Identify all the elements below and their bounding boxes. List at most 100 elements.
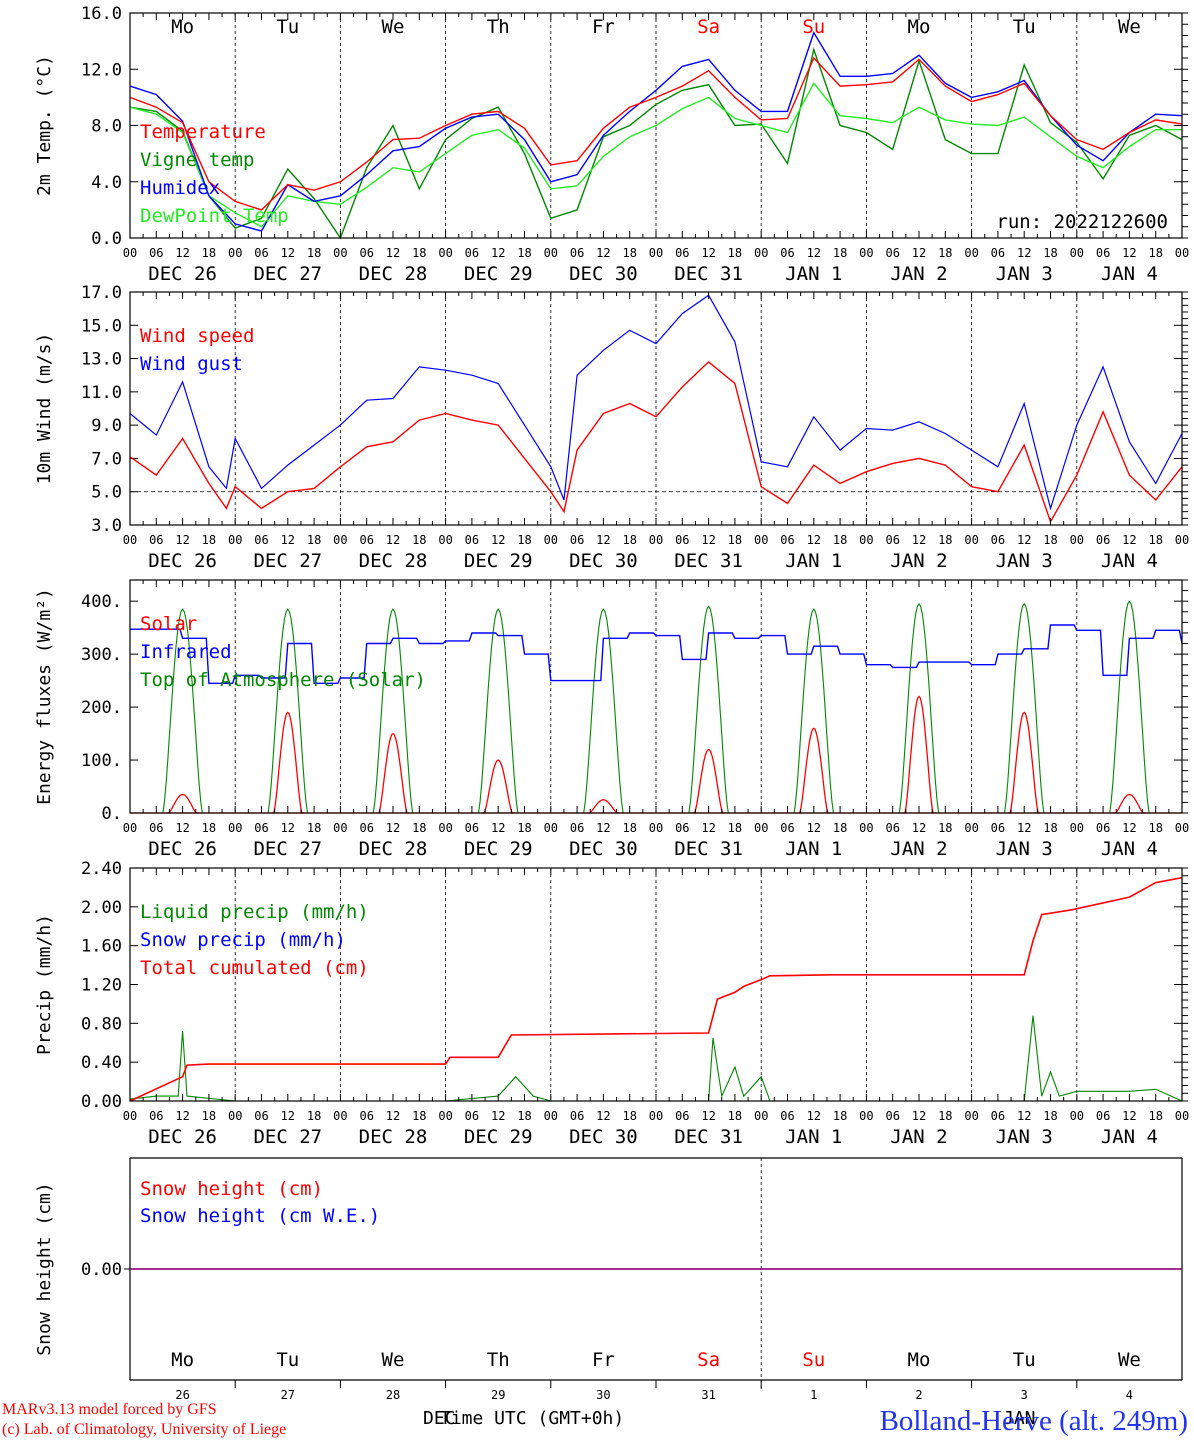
y-tick-label: 11.0 <box>81 383 122 403</box>
y-tick-label: 300. <box>81 645 122 665</box>
credit-line-1: MARv3.13 model forced by GFS <box>2 1401 217 1418</box>
hour-tick-label: 12 <box>701 821 715 835</box>
hour-tick-label: 00 <box>544 1109 558 1123</box>
hour-tick-label: 00 <box>123 1109 137 1123</box>
toa-solar-bell <box>160 608 205 814</box>
solar-bell <box>1113 793 1146 814</box>
y-axis-1: 3.0 5.0 7.0 9.0 11.0 13.0 15.0 17.0 10m Wind (m/… <box>34 283 1188 536</box>
y-axis-title: Precip (mm/h) <box>34 914 55 1055</box>
hour-tick-label: 18 <box>412 1109 426 1123</box>
day-number: 31 <box>701 1388 715 1402</box>
day-name: Su <box>802 16 825 38</box>
hour-tick-label: 18 <box>622 246 636 260</box>
hour-tick-label: 18 <box>517 821 531 835</box>
legend-0: Temperature Vigne temp Humidex DewPoint Tem… <box>140 121 289 227</box>
day-name: Mo <box>171 16 194 38</box>
hour-tick-label: 00 <box>333 1109 347 1123</box>
hour-tick-label: 06 <box>1096 533 1110 547</box>
hour-tick-label: 18 <box>938 821 952 835</box>
hour-tick-label: 00 <box>544 246 558 260</box>
hour-tick-label: 06 <box>1096 821 1110 835</box>
y-tick-label: 0.40 <box>81 1053 122 1073</box>
y-axis-title: 2m Temp. (°C) <box>34 55 55 196</box>
credit-line-2: (c) Lab. of Climatology, University of L… <box>2 1421 286 1438</box>
hour-tick-label: 06 <box>675 246 689 260</box>
plot-frame-1 <box>129 291 1183 526</box>
hour-tick-label: 12 <box>807 533 821 547</box>
hour-tick-label: 18 <box>517 1109 531 1123</box>
plot-frame-0 <box>129 12 1183 239</box>
hour-tick-label: 18 <box>1148 821 1162 835</box>
y-tick-label: 100. <box>81 751 122 771</box>
hour-tick-label: 12 <box>491 821 505 835</box>
series-line <box>129 31 1183 232</box>
series-line <box>129 876 1183 1102</box>
hour-tick-label: 06 <box>570 821 584 835</box>
hour-tick-label: 00 <box>1070 246 1084 260</box>
hour-tick-label: 00 <box>649 821 663 835</box>
hour-tick-label: 00 <box>964 533 978 547</box>
hour-tick-label: 06 <box>359 246 373 260</box>
plot-frame-2 <box>129 579 1183 814</box>
hour-tick-label: 18 <box>622 533 636 547</box>
legend-entry: Snow height (cm) <box>140 1178 323 1200</box>
hour-tick-label: 06 <box>149 821 163 835</box>
day-separators-2 <box>234 580 1078 813</box>
hour-tick-label: 12 <box>281 1109 295 1123</box>
hour-tick-label: 18 <box>517 533 531 547</box>
date-label: JAN 3 <box>996 838 1053 860</box>
day-name: We <box>1118 1349 1141 1371</box>
hour-tick-label: 00 <box>123 246 137 260</box>
y-tick-label: 12.0 <box>81 60 122 80</box>
day-number: 1 <box>810 1388 817 1402</box>
hour-tick-label: 18 <box>1043 1109 1057 1123</box>
hour-tick-label: 12 <box>281 821 295 835</box>
hour-tick-label: 18 <box>833 246 847 260</box>
date-label: DEC 29 <box>464 550 533 572</box>
hour-tick-label: 12 <box>1017 1109 1031 1123</box>
hour-tick-label: 18 <box>833 821 847 835</box>
hour-tick-label: 00 <box>964 1109 978 1123</box>
day-names-bottom: Mo 26 Tu 27 We 28 Th 29 Fr 30 Sa 31 Su 1 Mo 2 Tu 3 We 4 <box>171 1349 1141 1402</box>
hour-tick-label: 06 <box>885 533 899 547</box>
hour-tick-label: 00 <box>333 246 347 260</box>
hour-tick-label: 12 <box>386 246 400 260</box>
solar-bell <box>271 711 304 814</box>
hour-tick-label: 00 <box>1175 1109 1189 1123</box>
hour-tick-label: 18 <box>202 821 216 835</box>
series-line <box>130 624 1183 684</box>
hour-tick-label: 06 <box>570 1109 584 1123</box>
y-tick-label: 0.00 <box>81 1260 122 1280</box>
hour-tick-label: 00 <box>438 533 452 547</box>
y-tick-label: 1.20 <box>81 976 122 996</box>
day-name: Tu <box>276 1349 299 1371</box>
hour-tick-label: 18 <box>202 533 216 547</box>
hour-tick-label: 00 <box>1175 821 1189 835</box>
legend-entry: Top of Atmosphere (Solar) <box>140 669 426 691</box>
hour-tick-label: 12 <box>386 1109 400 1123</box>
hour-tick-label: 18 <box>517 246 531 260</box>
hour-tick-label: 12 <box>701 1109 715 1123</box>
hour-tick-label: 06 <box>254 1109 268 1123</box>
hour-tick-label: 18 <box>1043 246 1057 260</box>
hour-tick-label: 00 <box>649 246 663 260</box>
hour-tick-label: 18 <box>728 1109 742 1123</box>
legend-entry: Snow height (cm W.E.) <box>140 1205 380 1227</box>
hour-tick-label: 00 <box>544 533 558 547</box>
hour-tick-label: 12 <box>281 533 295 547</box>
day-name: We <box>1118 16 1141 38</box>
time-axis-3: 00 06 12 18 DEC 26 00 06 12 18 DEC 27 00 06 12 18 DEC … <box>123 868 1189 1148</box>
hour-tick-label: 06 <box>149 246 163 260</box>
day-number: 2 <box>915 1388 922 1402</box>
time-axis-1: 00 06 12 18 DEC 26 00 06 12 18 DEC 27 00 06 12 18 DEC … <box>123 292 1189 572</box>
legend-entry: Total cumulated (cm) <box>140 957 369 979</box>
date-label: DEC 29 <box>464 1126 533 1148</box>
day-name: Tu <box>276 16 299 38</box>
date-label: DEC 30 <box>569 1126 638 1148</box>
hour-tick-label: 12 <box>1017 246 1031 260</box>
y-tick-label: 9.0 <box>91 416 122 436</box>
series-line <box>129 1015 1183 1102</box>
y-tick-label: 1.60 <box>81 937 122 957</box>
hour-tick-label: 12 <box>175 533 189 547</box>
hour-tick-label: 12 <box>912 533 926 547</box>
